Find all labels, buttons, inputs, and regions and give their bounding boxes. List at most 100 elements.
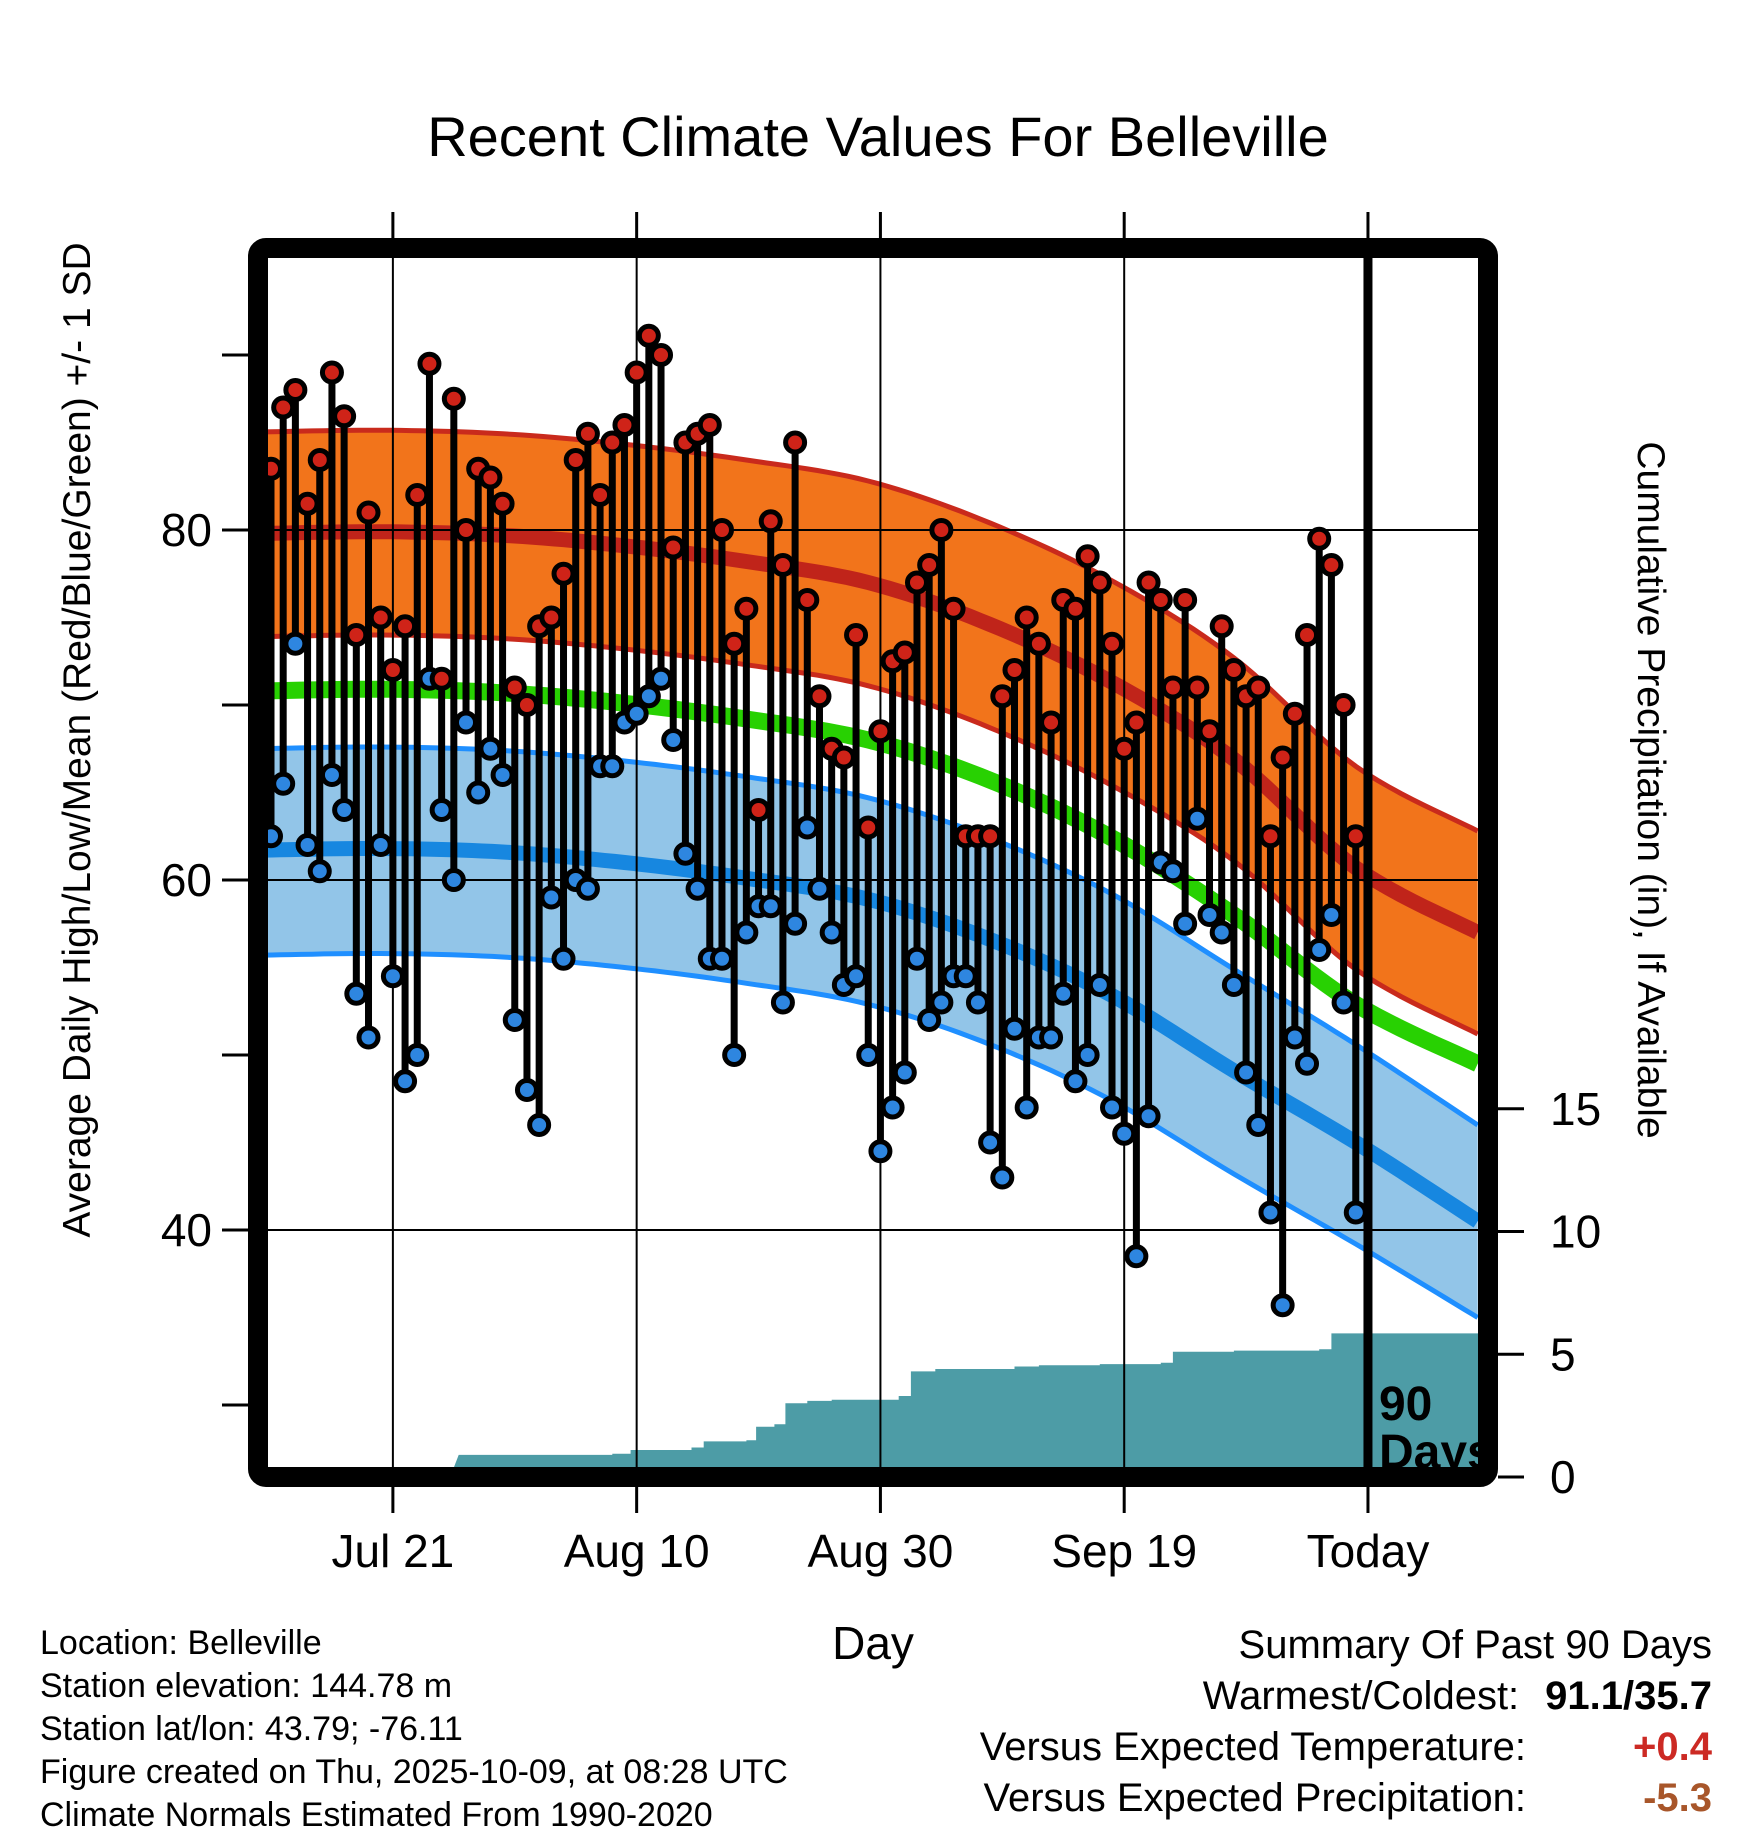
daily-high-dot <box>1331 693 1356 717</box>
summary-row: Versus Expected Precipitation: -5.3 <box>980 1773 1712 1824</box>
daily-low-dot <box>295 833 320 857</box>
daily-high-dot <box>1136 570 1161 595</box>
summary-row: Warmest/Coldest: 91.1/35.7 <box>980 1671 1712 1722</box>
daily-low-dot <box>917 1008 942 1032</box>
daily-low-dot <box>661 728 686 752</box>
daily-high-dot <box>307 448 332 472</box>
summary-row-label: Warmest/Coldest: <box>1202 1674 1520 1718</box>
daily-high-dot <box>1282 701 1307 726</box>
summary-row-label: Versus Expected Precipitation: <box>983 1776 1526 1820</box>
daily-low-dot <box>868 1139 893 1164</box>
x-tick-label: Jul 21 <box>332 1525 455 1577</box>
daily-high-dot <box>551 561 576 586</box>
daily-low-dot <box>880 1095 905 1120</box>
daily-low-dot <box>441 868 466 892</box>
daily-high-dot <box>624 360 649 385</box>
daily-low-dot <box>502 1008 527 1032</box>
daily-low-dot <box>551 946 576 971</box>
daily-low-dot <box>1002 1016 1027 1041</box>
daily-low-dot <box>539 885 564 910</box>
precip-tick-label: 15 <box>1550 1083 1601 1135</box>
daily-high-dot <box>1063 596 1088 621</box>
station-info-line: Figure created on Thu, 2025-10-09, at 08… <box>40 1753 788 1791</box>
daily-low-dot <box>722 1043 747 1067</box>
daily-high-dot <box>868 719 893 744</box>
daily-low-dot <box>685 876 710 901</box>
daily-high-dot <box>356 500 381 525</box>
daily-low-dot <box>1197 903 1222 927</box>
ninety-day-label: 90 <box>1379 1378 1432 1431</box>
daily-low-dot <box>429 798 454 822</box>
low-plus-sd-line <box>258 744 1480 1128</box>
daily-low-dot <box>393 1069 418 1094</box>
daily-high-dot <box>1209 614 1234 639</box>
daily-low-dot <box>1258 1200 1283 1225</box>
daily-high-dot <box>1148 588 1173 612</box>
summary-block: Summary Of Past 90 Days Warmest/Coldest:… <box>980 1620 1712 1824</box>
daily-low-dot <box>819 920 844 945</box>
x-tick-label: Aug 10 <box>564 1525 710 1577</box>
daily-low-dot <box>624 701 649 726</box>
daily-high-dot <box>917 553 942 577</box>
daily-high-dot <box>539 605 564 630</box>
daily-high-dot <box>588 483 613 507</box>
daily-low-dot <box>807 876 832 901</box>
station-info-line: Location: Belleville <box>40 1624 322 1662</box>
daily-low-dot <box>1112 1121 1137 1146</box>
daily-high-dot <box>429 666 454 691</box>
daily-low-dot <box>1051 981 1076 1006</box>
daily-low-dot <box>856 1043 881 1067</box>
daily-high-dot <box>941 596 966 621</box>
daily-high-dot <box>1014 605 1039 630</box>
daily-high-dot <box>1221 658 1246 682</box>
daily-low-dot <box>1136 1104 1161 1129</box>
daily-low-dot <box>1075 1043 1100 1067</box>
daily-low-dot <box>466 780 491 805</box>
daily-low-dot <box>978 1130 1003 1155</box>
daily-high-dot <box>319 360 344 385</box>
daily-high-dot <box>478 465 503 490</box>
daily-low-dot <box>356 1025 381 1050</box>
daily-high-dot <box>514 693 539 717</box>
daily-low-dot <box>1319 903 1344 927</box>
daily-low-dot <box>965 990 990 1015</box>
daily-high-dot <box>1295 623 1320 647</box>
daily-high-dot <box>807 684 832 709</box>
daily-high-dot <box>1002 658 1027 682</box>
daily-high-dot <box>746 798 771 822</box>
station-info-line: Climate Normals Estimated From 1990-2020 <box>40 1796 713 1828</box>
daily-low-dot <box>1246 1113 1271 1137</box>
daily-low-dot <box>1100 1095 1125 1120</box>
daily-high-dot <box>734 596 759 621</box>
daily-low-dot <box>1221 973 1246 997</box>
daily-low-dot <box>478 736 503 761</box>
daily-low-dot <box>953 964 978 989</box>
daily-low-dot <box>844 964 869 989</box>
daily-low-dot <box>271 771 296 796</box>
daily-low-dot <box>368 833 393 857</box>
daily-low-dot <box>1087 973 1112 997</box>
daily-low-dot <box>332 798 357 822</box>
precip-tick-label: 10 <box>1550 1206 1601 1258</box>
daily-low-dot <box>319 763 344 787</box>
daily-high-dot <box>454 518 479 542</box>
daily-low-dot <box>307 859 332 884</box>
x-tick-label: Aug 30 <box>808 1525 954 1577</box>
daily-high-dot <box>1075 544 1100 569</box>
daily-high-dot <box>332 404 357 429</box>
daily-low-dot <box>892 1060 917 1085</box>
daily-high-dot <box>929 518 954 542</box>
daily-low-dot <box>527 1113 552 1137</box>
daily-low-dot <box>709 946 734 971</box>
daily-high-dot <box>661 535 686 560</box>
daily-low-dot <box>1063 1069 1088 1094</box>
daily-low-dot <box>649 666 674 691</box>
precip-tick-label: 5 <box>1550 1328 1576 1380</box>
daily-high-dot <box>770 553 795 577</box>
summary-row-value: 91.1/35.7 <box>1545 1674 1712 1718</box>
daily-high-dot <box>1343 824 1368 849</box>
daily-low-dot <box>490 763 515 787</box>
x-axis-label: Day <box>832 1617 914 1669</box>
daily-high-dot <box>709 518 734 542</box>
